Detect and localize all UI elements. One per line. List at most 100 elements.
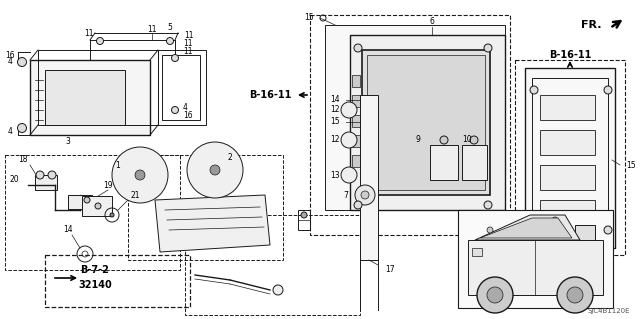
Bar (350, 35, 505, 210)
Bar (525, 68, 615, 248)
Circle shape (552, 217, 558, 223)
Text: 9: 9 (415, 136, 420, 145)
Circle shape (341, 167, 357, 183)
Text: 16: 16 (5, 50, 15, 60)
Text: SJC4B1120E: SJC4B1120E (588, 308, 630, 314)
Circle shape (484, 44, 492, 52)
Text: 2: 2 (228, 153, 232, 162)
Text: 14: 14 (63, 226, 73, 234)
Text: 4: 4 (8, 128, 13, 137)
Bar (458, 210, 613, 308)
Text: 4: 4 (8, 57, 13, 66)
Bar (5, 155, 180, 270)
Circle shape (530, 226, 538, 234)
Bar (352, 115, 360, 127)
Text: 6: 6 (429, 18, 435, 26)
Text: 19: 19 (103, 181, 113, 189)
Bar (352, 75, 360, 87)
Circle shape (301, 212, 307, 218)
Polygon shape (480, 218, 572, 238)
Bar (158, 50, 206, 125)
Circle shape (172, 55, 179, 62)
Text: 14: 14 (330, 95, 340, 105)
Circle shape (530, 86, 538, 94)
Circle shape (557, 277, 593, 313)
Text: 11: 11 (183, 48, 193, 56)
Text: 21: 21 (131, 190, 140, 199)
Circle shape (95, 203, 101, 209)
Circle shape (341, 132, 357, 148)
Bar (82, 196, 112, 216)
Circle shape (110, 213, 114, 217)
Circle shape (487, 287, 503, 303)
Bar (540, 165, 595, 190)
Circle shape (187, 142, 243, 198)
Text: 11: 11 (184, 31, 193, 40)
Circle shape (604, 226, 612, 234)
Circle shape (487, 227, 493, 233)
Circle shape (48, 171, 56, 179)
Circle shape (361, 191, 369, 199)
Bar (352, 155, 360, 167)
Polygon shape (155, 195, 270, 252)
Bar (35, 175, 57, 190)
Polygon shape (475, 215, 580, 240)
Text: 32140: 32140 (78, 280, 112, 290)
Text: 11: 11 (147, 26, 157, 34)
Bar (575, 225, 595, 240)
Text: 10: 10 (462, 136, 472, 145)
Circle shape (172, 107, 179, 114)
Text: 7: 7 (343, 190, 348, 199)
Bar (468, 240, 603, 295)
Bar (352, 95, 360, 107)
Circle shape (97, 38, 104, 44)
Bar (367, 55, 485, 190)
Bar (310, 15, 510, 235)
Bar (362, 50, 490, 195)
Bar (298, 210, 310, 230)
Text: 18: 18 (19, 155, 28, 165)
Circle shape (354, 44, 362, 52)
Circle shape (210, 165, 220, 175)
Circle shape (273, 285, 283, 295)
Circle shape (84, 197, 90, 203)
Text: B-16-11: B-16-11 (249, 90, 291, 100)
Bar (532, 78, 608, 238)
Text: 15: 15 (330, 117, 340, 127)
Bar (462, 145, 487, 180)
Circle shape (484, 201, 492, 209)
Text: 3: 3 (65, 137, 70, 146)
Text: 11: 11 (183, 39, 193, 48)
Text: 15: 15 (626, 160, 636, 169)
Text: 1: 1 (116, 160, 120, 169)
Text: 16: 16 (183, 110, 193, 120)
Bar (540, 95, 595, 120)
Bar (45, 70, 125, 125)
Text: 4: 4 (183, 103, 188, 113)
Text: B-16-11: B-16-11 (549, 50, 591, 60)
Text: 15: 15 (305, 13, 314, 23)
Text: FR.: FR. (580, 20, 601, 30)
Text: 20: 20 (10, 175, 20, 184)
Text: 17: 17 (385, 265, 395, 275)
Bar (162, 55, 200, 120)
Text: 12: 12 (330, 136, 340, 145)
Circle shape (355, 185, 375, 205)
Circle shape (341, 102, 357, 118)
Circle shape (604, 86, 612, 94)
Bar (360, 95, 378, 260)
Bar (472, 248, 482, 256)
Bar (325, 25, 505, 210)
Text: 5: 5 (168, 24, 172, 33)
Circle shape (17, 57, 26, 66)
Circle shape (440, 136, 448, 144)
Bar (68, 195, 92, 209)
Circle shape (36, 171, 44, 179)
Circle shape (477, 277, 513, 313)
Text: B-7-2: B-7-2 (81, 265, 109, 275)
Bar (128, 155, 283, 260)
Bar (540, 130, 595, 155)
Bar (30, 60, 150, 135)
Bar (185, 215, 360, 315)
Bar (515, 60, 625, 255)
